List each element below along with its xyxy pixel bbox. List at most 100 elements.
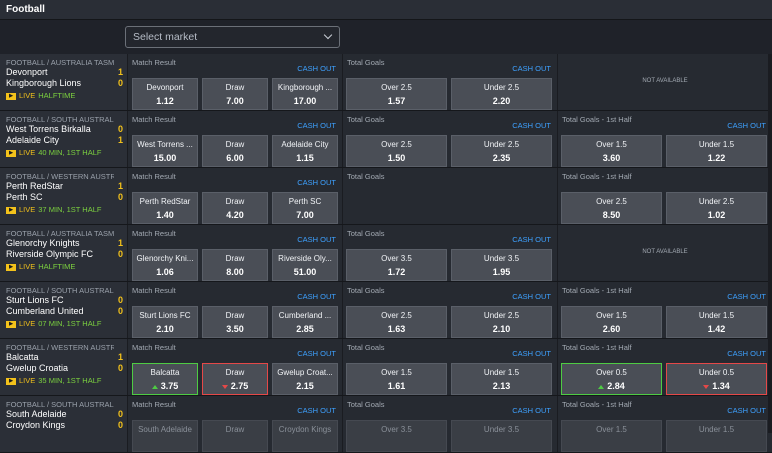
- odds-button[interactable]: South Adelaide: [132, 420, 198, 452]
- event-info[interactable]: FOOTBALL / WESTERN AUSTRA...Perth RedSta…: [0, 168, 127, 224]
- odds-button[interactable]: Perth RedStar 1.40: [132, 192, 198, 224]
- odds-button[interactable]: Kingborough ... 17.00: [272, 78, 338, 110]
- odds-button[interactable]: Under 0.5 1.34: [666, 363, 767, 395]
- odds-button[interactable]: Under 1.5: [666, 420, 767, 452]
- odds-button[interactable]: Over 1.5: [561, 420, 662, 452]
- cash-out-link[interactable]: CASH OUT: [297, 121, 336, 130]
- odds-button[interactable]: Under 2.5 1.02: [666, 192, 767, 224]
- odds-button[interactable]: Draw 3.50: [202, 306, 268, 338]
- live-status: ▶ LIVE 37 MIN, 1ST HALF: [6, 205, 127, 215]
- odds-button[interactable]: Over 3.5 1.72: [346, 249, 447, 281]
- odds-label: Balcatta: [150, 368, 180, 377]
- odds-price: 2.60: [602, 324, 621, 334]
- odds-label: Over 0.5: [596, 368, 627, 377]
- event-info[interactable]: FOOTBALL / SOUTH AUSTRALI... Sturt Lions …: [0, 282, 127, 338]
- page-title: Football: [6, 4, 45, 15]
- odds-button[interactable]: Over 2.5 1.50: [346, 135, 447, 167]
- odds-button[interactable]: Sturt Lions FC 2.10: [132, 306, 198, 338]
- market-total-goals: Total Goals: [342, 168, 557, 224]
- odds-button[interactable]: Under 2.5 2.10: [451, 306, 552, 338]
- cash-out-link[interactable]: CASH OUT: [512, 292, 551, 301]
- live-icon: ▶: [6, 149, 16, 157]
- odds-price: 1.61: [387, 381, 406, 391]
- cash-out-link[interactable]: CASH OUT: [512, 406, 551, 415]
- odds-button[interactable]: West Torrens ... 15.00: [132, 135, 198, 167]
- away-team-name: Cumberland United: [6, 306, 84, 316]
- cash-out-link[interactable]: CASH OUT: [297, 406, 336, 415]
- odds-button[interactable]: Riverside Oly... 51.00: [272, 249, 338, 281]
- cash-out-link[interactable]: CASH OUT: [727, 406, 766, 415]
- cash-out-link[interactable]: CASH OUT: [297, 235, 336, 244]
- cash-out-link[interactable]: CASH OUT: [727, 121, 766, 130]
- event-info[interactable]: FOOTBALL / SOUTH AUSTRALI... South Adelai…: [0, 396, 127, 452]
- odds-value: 6.00: [203, 153, 267, 164]
- cash-out-link[interactable]: CASH OUT: [297, 292, 336, 301]
- odds-value: 2.60: [562, 324, 661, 335]
- odds-button[interactable]: Glenorchy Kni... 1.06: [132, 249, 198, 281]
- event-info[interactable]: FOOTBALL / AUSTRALIA TASM... Devonport 1 Ki…: [0, 54, 127, 110]
- odds-button[interactable]: Over 3.5: [346, 420, 447, 452]
- cash-out-link[interactable]: CASH OUT: [297, 349, 336, 358]
- odds-value: 3.60: [562, 153, 661, 164]
- odds-value: 7.00: [273, 210, 337, 221]
- odds-price: 2.13: [492, 381, 511, 391]
- odds-button[interactable]: Under 2.5 2.20: [451, 78, 552, 110]
- market-title: Match Result: [132, 229, 176, 238]
- cash-out-link[interactable]: CASH OUT: [727, 349, 766, 358]
- odds-price: 2.10: [492, 324, 511, 334]
- market-select[interactable]: Select market: [125, 26, 340, 48]
- odds-button[interactable]: Over 1.5 3.60: [561, 135, 662, 167]
- away-team-name: Perth SC: [6, 192, 43, 202]
- odds-button[interactable]: Under 1.5 1.42: [666, 306, 767, 338]
- event-info[interactable]: FOOTBALL / SOUTH AUSTRALIA...West Torren…: [0, 111, 127, 167]
- odds-button[interactable]: Under 1.5 1.22: [666, 135, 767, 167]
- odds-button[interactable]: Under 3.5 1.95: [451, 249, 552, 281]
- odds-button[interactable]: Draw: [202, 420, 268, 452]
- home-team-name: Perth RedStar: [6, 181, 64, 191]
- odds-label: Riverside Oly...: [278, 254, 332, 263]
- event-info[interactable]: FOOTBALL / WESTERN AUSTR... Balcatta 1 Gwel…: [0, 339, 127, 395]
- odds-button[interactable]: Over 2.5 1.63: [346, 306, 447, 338]
- odds-price: 1.12: [156, 96, 174, 106]
- odds-button[interactable]: Draw 7.00: [202, 78, 268, 110]
- cash-out-link[interactable]: CASH OUT: [297, 64, 336, 73]
- odds-button[interactable]: Under 3.5: [451, 420, 552, 452]
- odds-button[interactable]: Perth SC 7.00: [272, 192, 338, 224]
- cash-out-link[interactable]: CASH OUT: [727, 292, 766, 301]
- cash-out-link[interactable]: CASH OUT: [512, 121, 551, 130]
- event-info[interactable]: FOOTBALL / AUSTRALIA TASM... Glenorchy Kn…: [0, 225, 127, 281]
- odds-label: Over 1.5: [381, 368, 412, 377]
- odds-button[interactable]: Cumberland ... 2.85: [272, 306, 338, 338]
- odds-button[interactable]: Croydon Kings: [272, 420, 338, 452]
- odds-button[interactable]: Over 1.5 2.60: [561, 306, 662, 338]
- cash-out-link[interactable]: CASH OUT: [512, 235, 551, 244]
- market-total-goals: Total Goals CASH OUT Over 2.5 1.63 Under 2.5…: [342, 282, 557, 338]
- cash-out-link[interactable]: CASH OUT: [297, 178, 336, 187]
- league-name: FOOTBALL / WESTERN AUSTRA...: [6, 172, 114, 181]
- odds-button[interactable]: Over 0.5 2.84: [561, 363, 662, 395]
- market-title: Match Result: [132, 286, 176, 295]
- odds-button[interactable]: Adelaide City 1.15: [272, 135, 338, 167]
- market-title: Match Result: [132, 400, 176, 409]
- odds-button[interactable]: Draw 2.75: [202, 363, 268, 395]
- cash-out-link[interactable]: CASH OUT: [512, 64, 551, 73]
- odds-value: 2.20: [452, 96, 551, 107]
- odds-button[interactable]: Under 1.5 2.13: [451, 363, 552, 395]
- odds-button[interactable]: Over 2.5 8.50: [561, 192, 662, 224]
- odds-button[interactable]: Devonport 1.12: [132, 78, 198, 110]
- odds-label: Cumberland ...: [278, 311, 332, 320]
- odds-button[interactable]: Draw 4.20: [202, 192, 268, 224]
- odds-label: Over 2.5: [381, 83, 412, 92]
- odds-button[interactable]: Draw 6.00: [202, 135, 268, 167]
- odds-button[interactable]: Over 1.5 1.61: [346, 363, 447, 395]
- cash-out-link[interactable]: CASH OUT: [512, 349, 551, 358]
- odds-button[interactable]: Gwelup Croat... 2.15: [272, 363, 338, 395]
- odds-value: 2.85: [273, 324, 337, 335]
- odds-button[interactable]: Under 2.5 2.35: [451, 135, 552, 167]
- scrollbar[interactable]: [768, 54, 772, 433]
- home-team: Glenorchy Knights 1: [6, 238, 127, 249]
- market-total-goals-1st-half: Total Goals - 1st Half CASH OUT Over 1.5 Un…: [557, 396, 772, 452]
- odds-button[interactable]: Over 2.5 1.57: [346, 78, 447, 110]
- odds-button[interactable]: Draw 8.00: [202, 249, 268, 281]
- odds-button[interactable]: Balcatta 3.75: [132, 363, 198, 395]
